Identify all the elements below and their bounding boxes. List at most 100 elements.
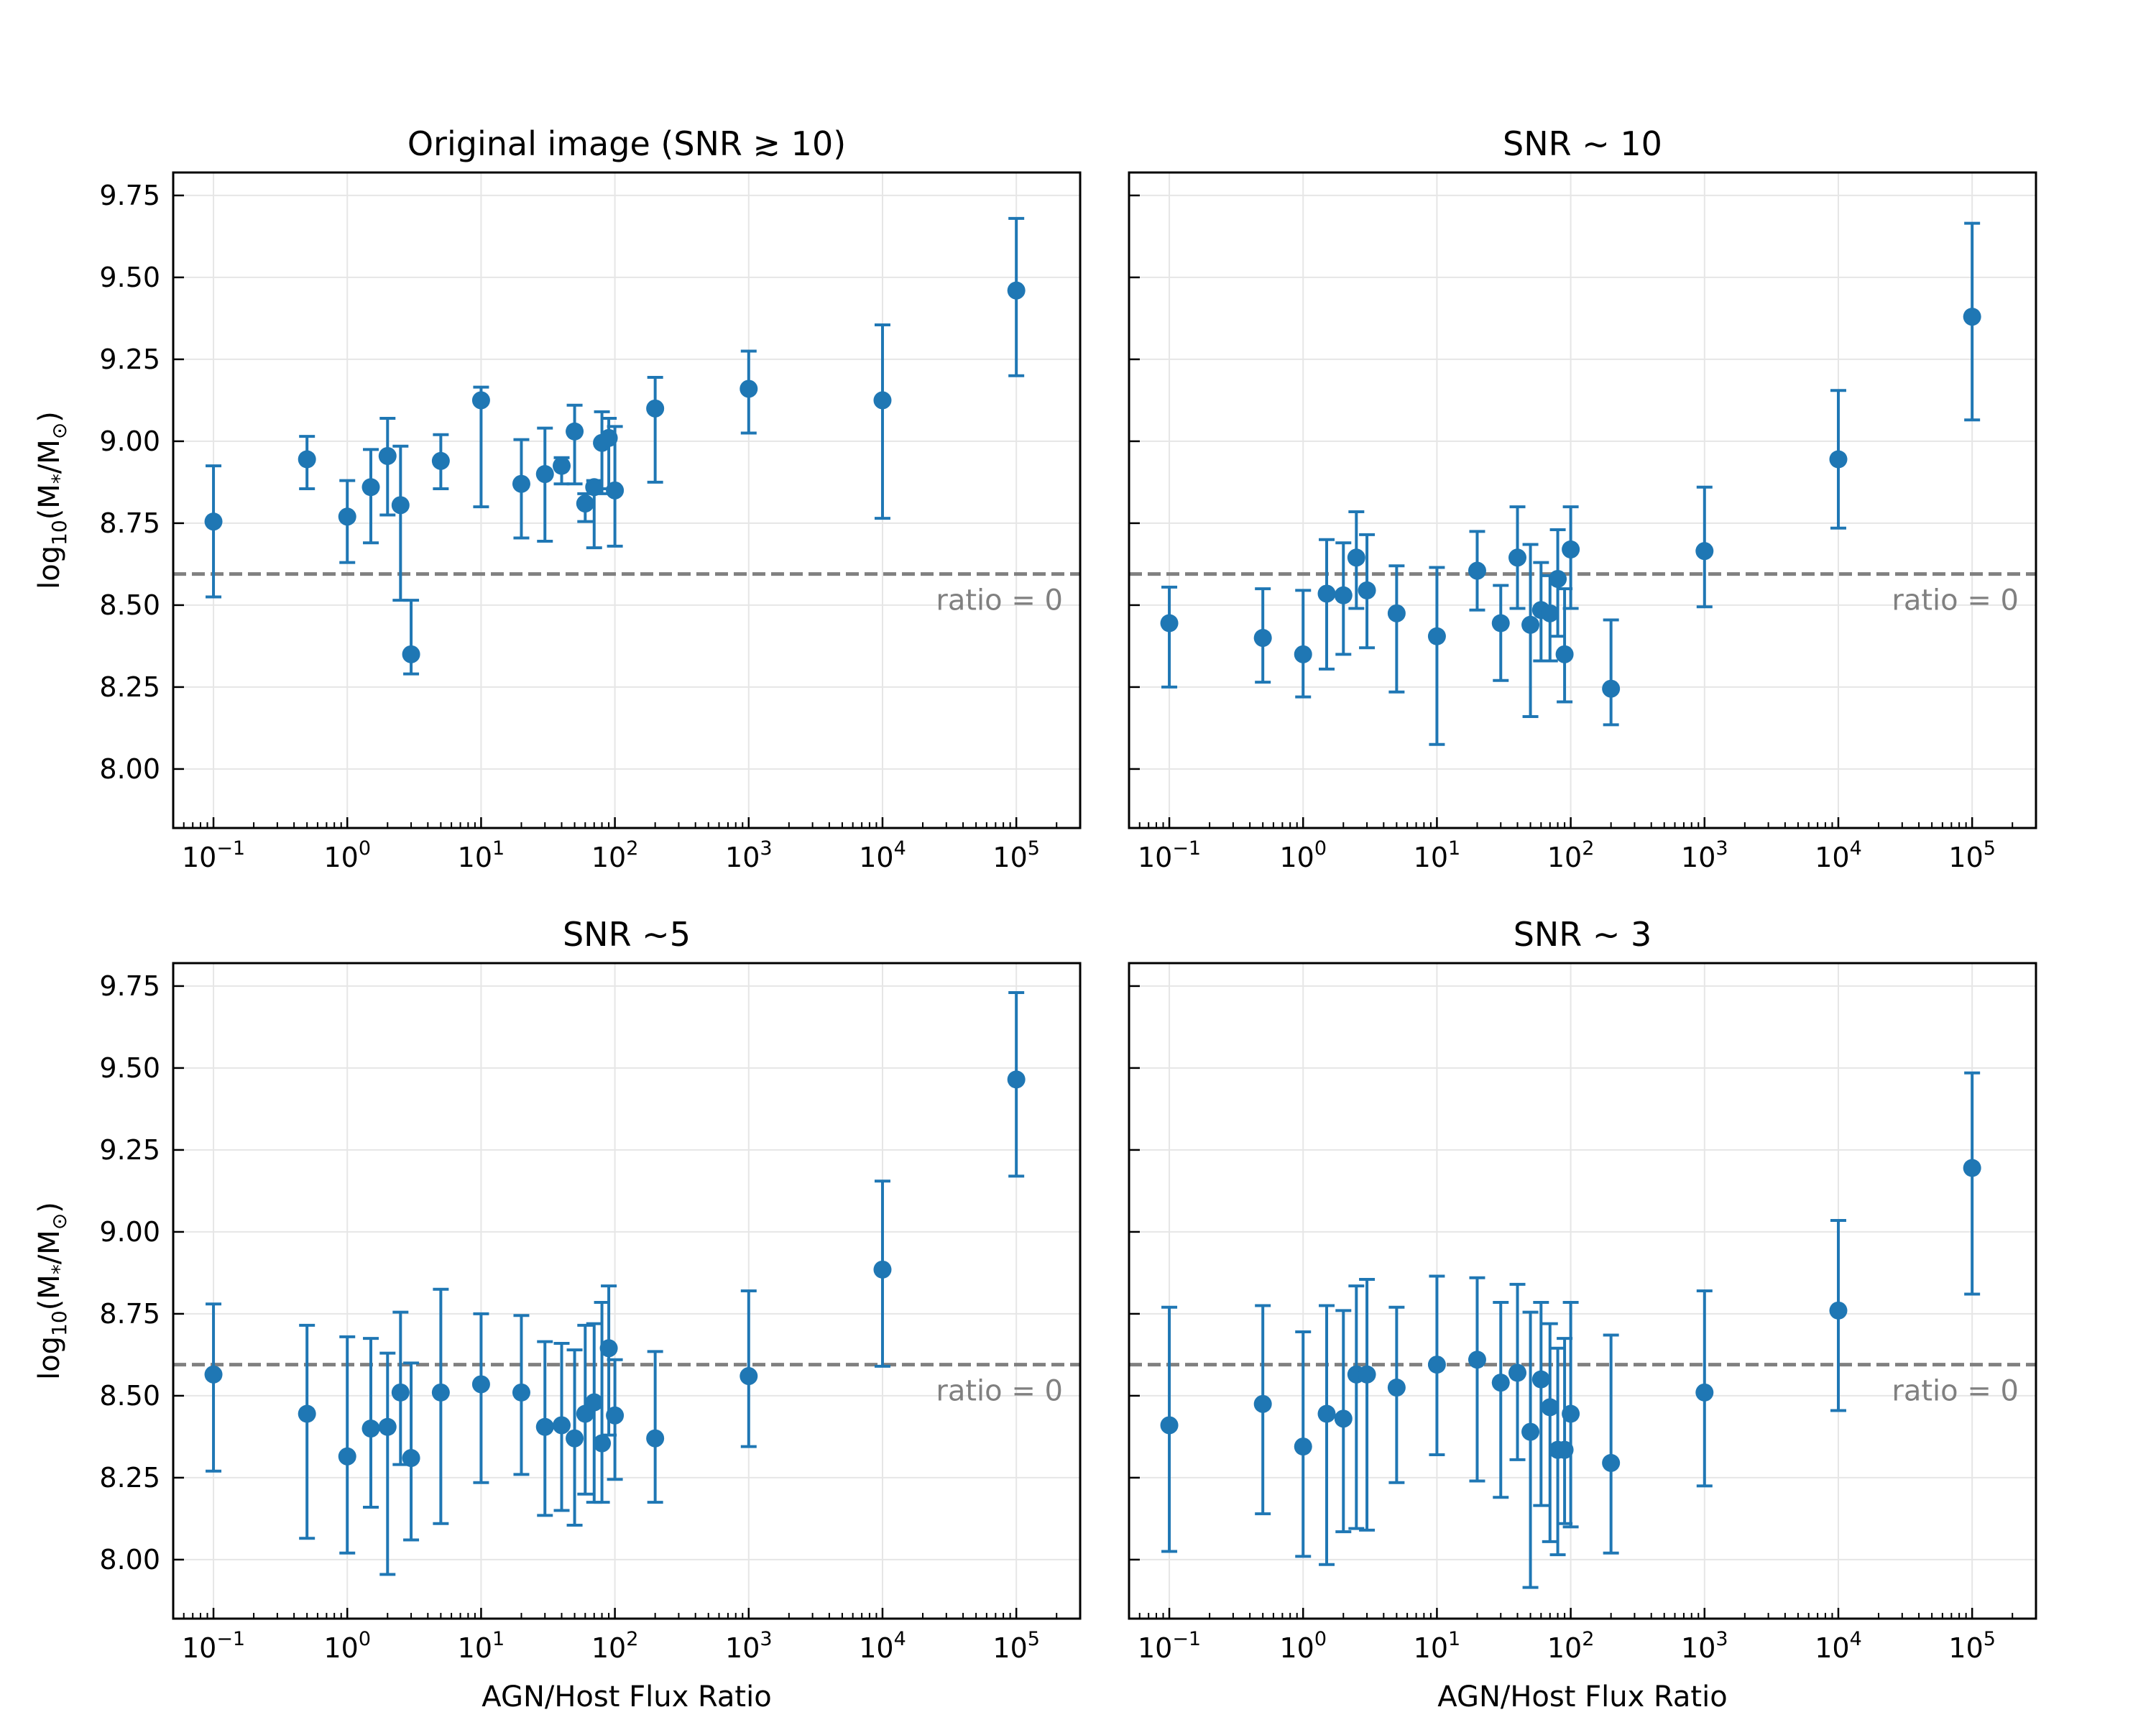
data-point	[1387, 604, 1406, 622]
reference-line-label: ratio = 0	[1892, 584, 2019, 617]
data-point	[391, 496, 410, 515]
x-tick-exponent: 2	[1582, 1628, 1594, 1650]
x-tick-label: 101	[458, 1628, 505, 1664]
data-point	[1294, 1438, 1312, 1456]
data-point	[593, 1434, 612, 1453]
x-tick-base: 10	[323, 842, 358, 873]
x-tick-label: 10−1	[1138, 837, 1201, 873]
x-tick-exponent: 3	[760, 837, 772, 860]
data-point	[1521, 1422, 1540, 1441]
data-point	[402, 645, 420, 663]
data-point	[1317, 584, 1336, 603]
y-label-open: (M	[33, 1274, 66, 1310]
data-point	[599, 1339, 618, 1358]
y-tick-label: 9.50	[99, 262, 160, 293]
y-tick-label: 8.75	[99, 1298, 160, 1330]
data-point	[1491, 1374, 1510, 1392]
data-point	[1508, 1363, 1527, 1382]
data-point	[1541, 1398, 1560, 1417]
data-point	[1963, 1159, 1981, 1177]
x-tick-base: 10	[1414, 1632, 1448, 1664]
y-label-log: log	[33, 546, 66, 589]
x-tick-exponent: 4	[894, 1628, 906, 1650]
data-point	[553, 456, 571, 475]
x-tick-exponent: 4	[1850, 837, 1862, 860]
y-tick-label: 8.50	[99, 1380, 160, 1412]
x-tick-base: 10	[591, 842, 626, 873]
data-point	[338, 507, 356, 526]
y-label-open: (M	[33, 484, 66, 520]
data-point	[1468, 1351, 1486, 1369]
y-label-slash: /M	[33, 1230, 66, 1264]
y-label-log: log	[33, 1336, 66, 1380]
data-point	[204, 512, 223, 531]
x-tick-exponent: 1	[1448, 1628, 1460, 1650]
x-tick-exponent: 1	[492, 837, 505, 860]
x-tick-base: 10	[725, 842, 760, 873]
data-point	[1555, 1440, 1574, 1459]
x-tick-base: 10	[1815, 842, 1849, 873]
y-label-slash: /M	[33, 439, 66, 474]
data-point	[1007, 281, 1026, 300]
x-tick-base: 10	[182, 1632, 216, 1664]
x-tick-exponent: 2	[1582, 837, 1594, 860]
data-point	[1531, 1370, 1550, 1389]
y-tick-label: 9.75	[99, 970, 160, 1002]
x-axis-label: AGN/Host Flux Ratio	[482, 1680, 771, 1714]
data-point	[471, 1375, 490, 1394]
x-tick-base: 10	[182, 842, 216, 873]
x-tick-label: 103	[1681, 837, 1728, 873]
data-point	[361, 1420, 380, 1438]
x-tick-base: 10	[992, 842, 1027, 873]
x-tick-exponent: 1	[492, 1628, 505, 1650]
x-tick-label: 105	[992, 1628, 1040, 1664]
axes-frame	[1128, 171, 2037, 829]
x-tick-exponent: −1	[216, 837, 245, 860]
data-point	[646, 1429, 665, 1448]
data-point	[1508, 548, 1527, 567]
x-tick-label: 103	[1681, 1628, 1728, 1664]
x-tick-base: 10	[1279, 842, 1314, 873]
data-point	[391, 1383, 410, 1402]
x-tick-exponent: 5	[1028, 837, 1040, 860]
x-tick-label: 100	[323, 1628, 371, 1664]
y-label-star: *	[47, 1264, 71, 1274]
data-point	[585, 478, 604, 497]
data-point	[1549, 569, 1567, 588]
x-tick-exponent: 3	[1715, 1628, 1728, 1650]
y-tick-label: 8.00	[99, 1544, 160, 1576]
x-tick-base: 10	[458, 842, 492, 873]
data-point	[535, 465, 554, 484]
x-tick-label: 102	[1547, 837, 1595, 873]
data-point	[1555, 645, 1574, 663]
data-point	[402, 1449, 420, 1468]
panel-title: SNR ~5	[563, 915, 691, 954]
data-point	[378, 1417, 397, 1436]
data-point	[1317, 1404, 1336, 1423]
axes-frame	[172, 171, 1082, 829]
reference-line-label: ratio = 0	[1892, 1375, 2019, 1408]
x-tick-label: 10−1	[182, 1628, 245, 1664]
x-tick-label: 101	[1414, 1628, 1461, 1664]
data-point	[1541, 604, 1560, 622]
data-point	[512, 474, 530, 493]
y-label-close: )	[33, 411, 66, 423]
data-point	[1562, 540, 1580, 558]
y-tick-label: 9.75	[99, 180, 160, 211]
x-tick-base: 10	[1681, 1632, 1715, 1664]
data-point	[740, 1367, 758, 1386]
x-tick-label: 103	[725, 1628, 773, 1664]
y-label-subscript: 10	[47, 1310, 71, 1336]
data-point	[1358, 1365, 1376, 1384]
y-label-close: )	[33, 1202, 66, 1213]
x-tick-exponent: 2	[626, 837, 638, 860]
data-point	[431, 451, 450, 470]
data-point	[431, 1383, 450, 1402]
data-point	[606, 481, 625, 500]
x-tick-label: 102	[591, 1628, 639, 1664]
data-point	[1253, 629, 1272, 648]
data-point	[585, 1393, 604, 1412]
